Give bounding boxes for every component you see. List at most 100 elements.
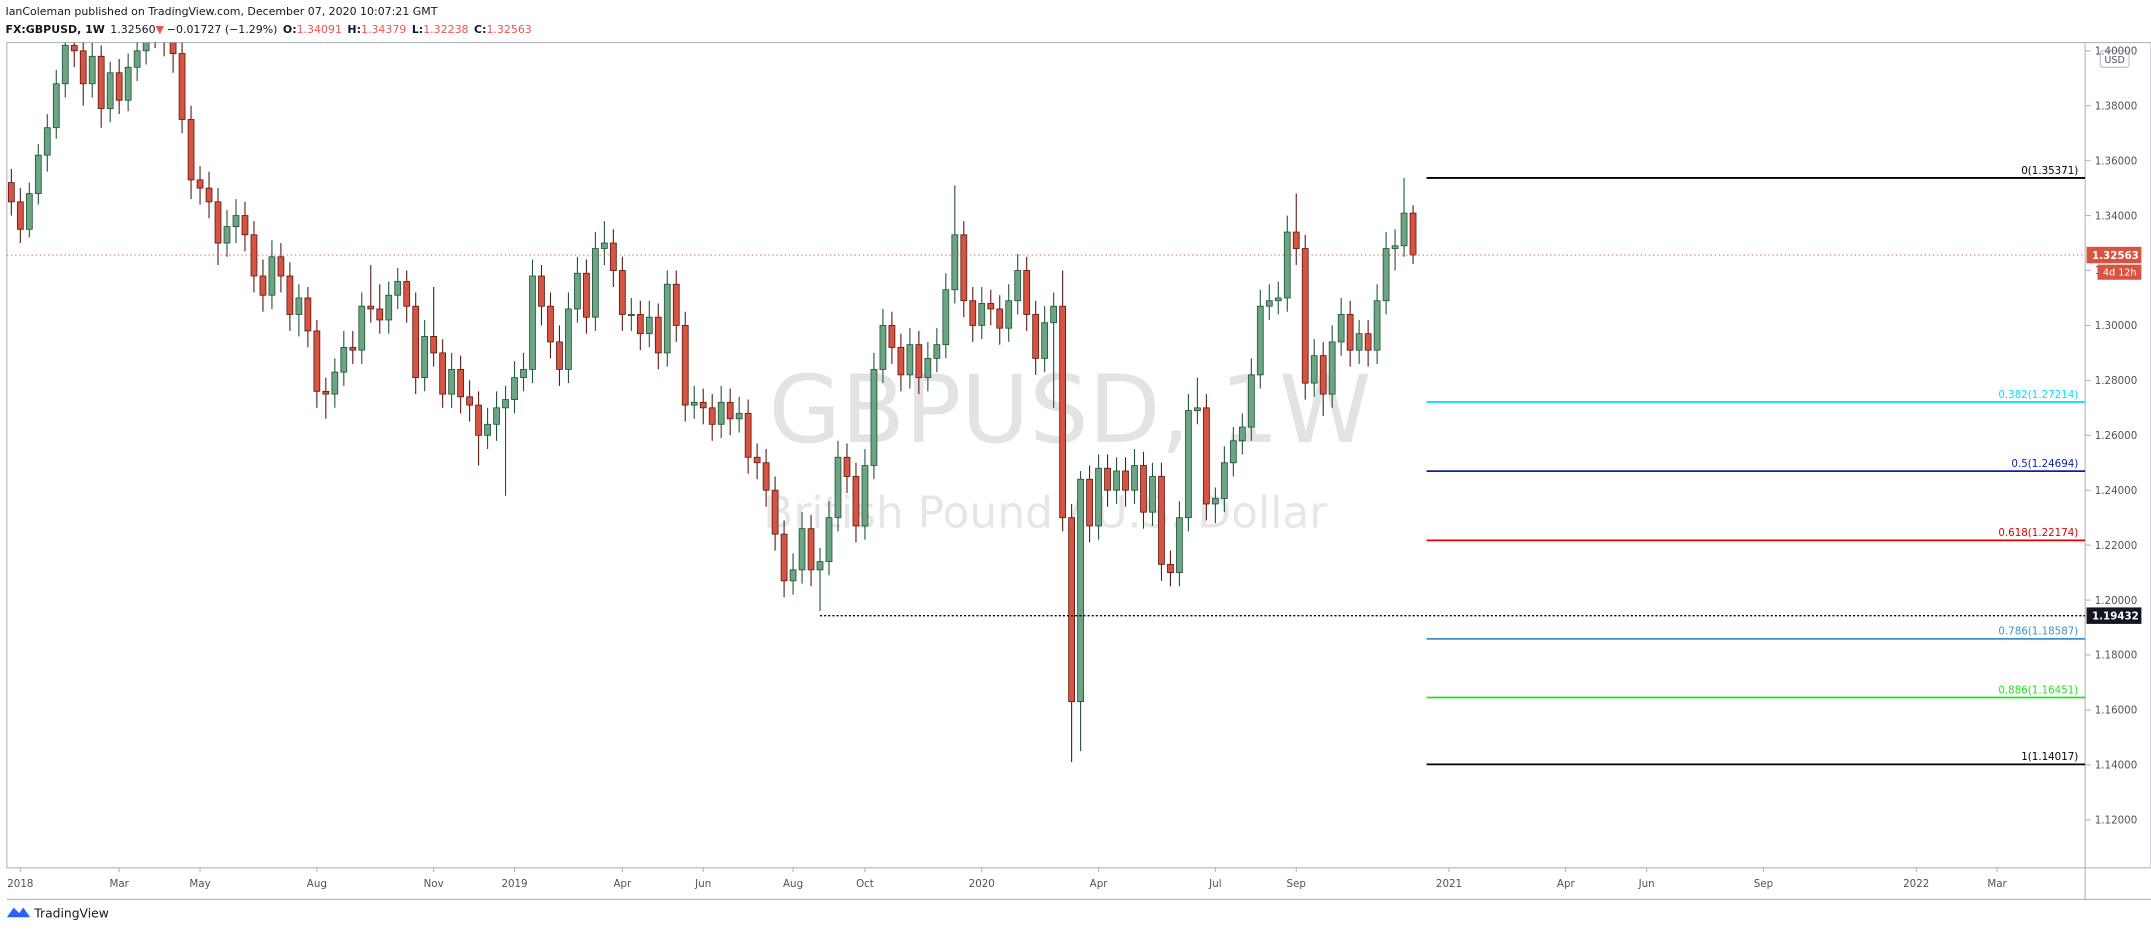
candle-body (816, 561, 824, 571)
candle-body (735, 412, 743, 420)
y-tick-label: 1.38000 (2095, 100, 2137, 112)
candle-body (1346, 314, 1354, 351)
candle-body (807, 528, 815, 571)
candle-body (1382, 248, 1390, 302)
candle-body (897, 346, 905, 376)
candle-body (232, 215, 240, 227)
candle-body (870, 368, 878, 466)
candle-body (969, 300, 977, 326)
candle-body (888, 325, 896, 348)
candle-body (942, 289, 950, 346)
candle-body (1292, 231, 1300, 249)
candle-body (583, 272, 590, 318)
candle-body (645, 316, 653, 335)
y-tick-label: 1.20000 (2095, 595, 2137, 607)
candle-body (1247, 374, 1255, 428)
candle-body (1068, 517, 1075, 703)
candle-body (1238, 426, 1246, 442)
plot-frame (6, 42, 2151, 869)
x-tick-label: 2019 (501, 878, 527, 890)
low-label: L: (412, 23, 423, 36)
candle-body (1059, 305, 1067, 519)
candle-body (304, 297, 312, 332)
candle-body (1041, 322, 1049, 359)
brand: TradingView (33, 906, 109, 920)
candle-body (178, 53, 186, 120)
candle-body (1122, 470, 1129, 491)
candle-body (25, 193, 33, 230)
low-value: 1.32238 (423, 23, 468, 36)
current-price-label: 1.32563 (2092, 250, 2139, 262)
candle-body (475, 404, 482, 436)
change-arrow: ▼ (156, 23, 165, 36)
last-price: 1.32560 (110, 23, 155, 36)
currency-box[interactable] (2099, 50, 2130, 68)
candle-body (259, 275, 267, 296)
x-tick-label: Aug (783, 878, 803, 890)
close-label: C: (474, 23, 486, 36)
candle-body (268, 256, 276, 296)
candle-body (403, 281, 411, 307)
change: −0.01727 (−1.29%) (167, 23, 278, 36)
countdown-box (2097, 264, 2142, 280)
fib-level-label: 0.382(1.27214) (1998, 389, 2078, 401)
x-tick-label: Mar (1987, 878, 2007, 890)
candle-body (133, 50, 141, 68)
fib-level-label: 0.5(1.24694) (2011, 458, 2078, 470)
candle-body (762, 462, 770, 491)
watermark-subtitle: British Pound / U.S. Dollar (763, 487, 1328, 538)
candle-body (1014, 270, 1022, 302)
candle-body (295, 297, 303, 315)
candle-body (430, 336, 438, 354)
candle-body (906, 344, 914, 376)
candle-body (1391, 245, 1399, 249)
close-value: 1.32563 (486, 23, 531, 36)
candle-body (1104, 467, 1111, 491)
candle-body (322, 390, 330, 395)
candle-body (915, 344, 923, 379)
y-tick-label: 1.26000 (2095, 430, 2137, 442)
candle-body (358, 305, 366, 351)
x-tick-label: Oct (856, 878, 874, 890)
candle-body (618, 270, 626, 315)
candle-body (70, 44, 78, 52)
candle-body (502, 399, 509, 409)
candle-body (466, 396, 473, 406)
candle-body (1265, 300, 1273, 307)
candle-body (1400, 212, 1408, 247)
candle-body (987, 303, 995, 310)
x-tick-label: Jun (1638, 878, 1655, 890)
candle-body (1140, 465, 1147, 513)
y-tick-label: 1.24000 (2095, 485, 2137, 497)
candle-body (780, 533, 788, 582)
y-tick-label: 1.16000 (2095, 705, 2137, 717)
x-tick-label: Sep (1287, 878, 1306, 890)
candle-body (663, 283, 671, 354)
candle-body (1032, 314, 1040, 359)
x-tick-label: Mar (109, 878, 129, 890)
candle-body (601, 242, 608, 249)
candle-body (367, 305, 375, 310)
candle-body (115, 72, 123, 101)
candle-body (1113, 470, 1120, 491)
y-tick-label: 1.14000 (2095, 760, 2137, 772)
candle-body (1337, 314, 1345, 343)
countdown-label: 4d 12h (2103, 268, 2137, 279)
candle-body (61, 44, 69, 85)
currency: USD (2104, 55, 2124, 66)
candle-body (205, 187, 213, 203)
candle-body (924, 357, 932, 379)
candle-body (52, 83, 60, 129)
open-value: 1.34091 (297, 23, 342, 36)
fib-level-label: 0.886(1.16451) (1998, 684, 2078, 696)
candle-body (331, 371, 339, 395)
y-tick-label: 1.34000 (2095, 210, 2137, 222)
candle-body (1167, 563, 1174, 574)
candle-body (1077, 478, 1084, 703)
candle-body (1319, 355, 1327, 395)
candle-body (511, 377, 518, 401)
candle-body (286, 275, 294, 315)
y-tick-label: 1.30000 (2095, 320, 2137, 332)
candle-body (1328, 341, 1336, 395)
